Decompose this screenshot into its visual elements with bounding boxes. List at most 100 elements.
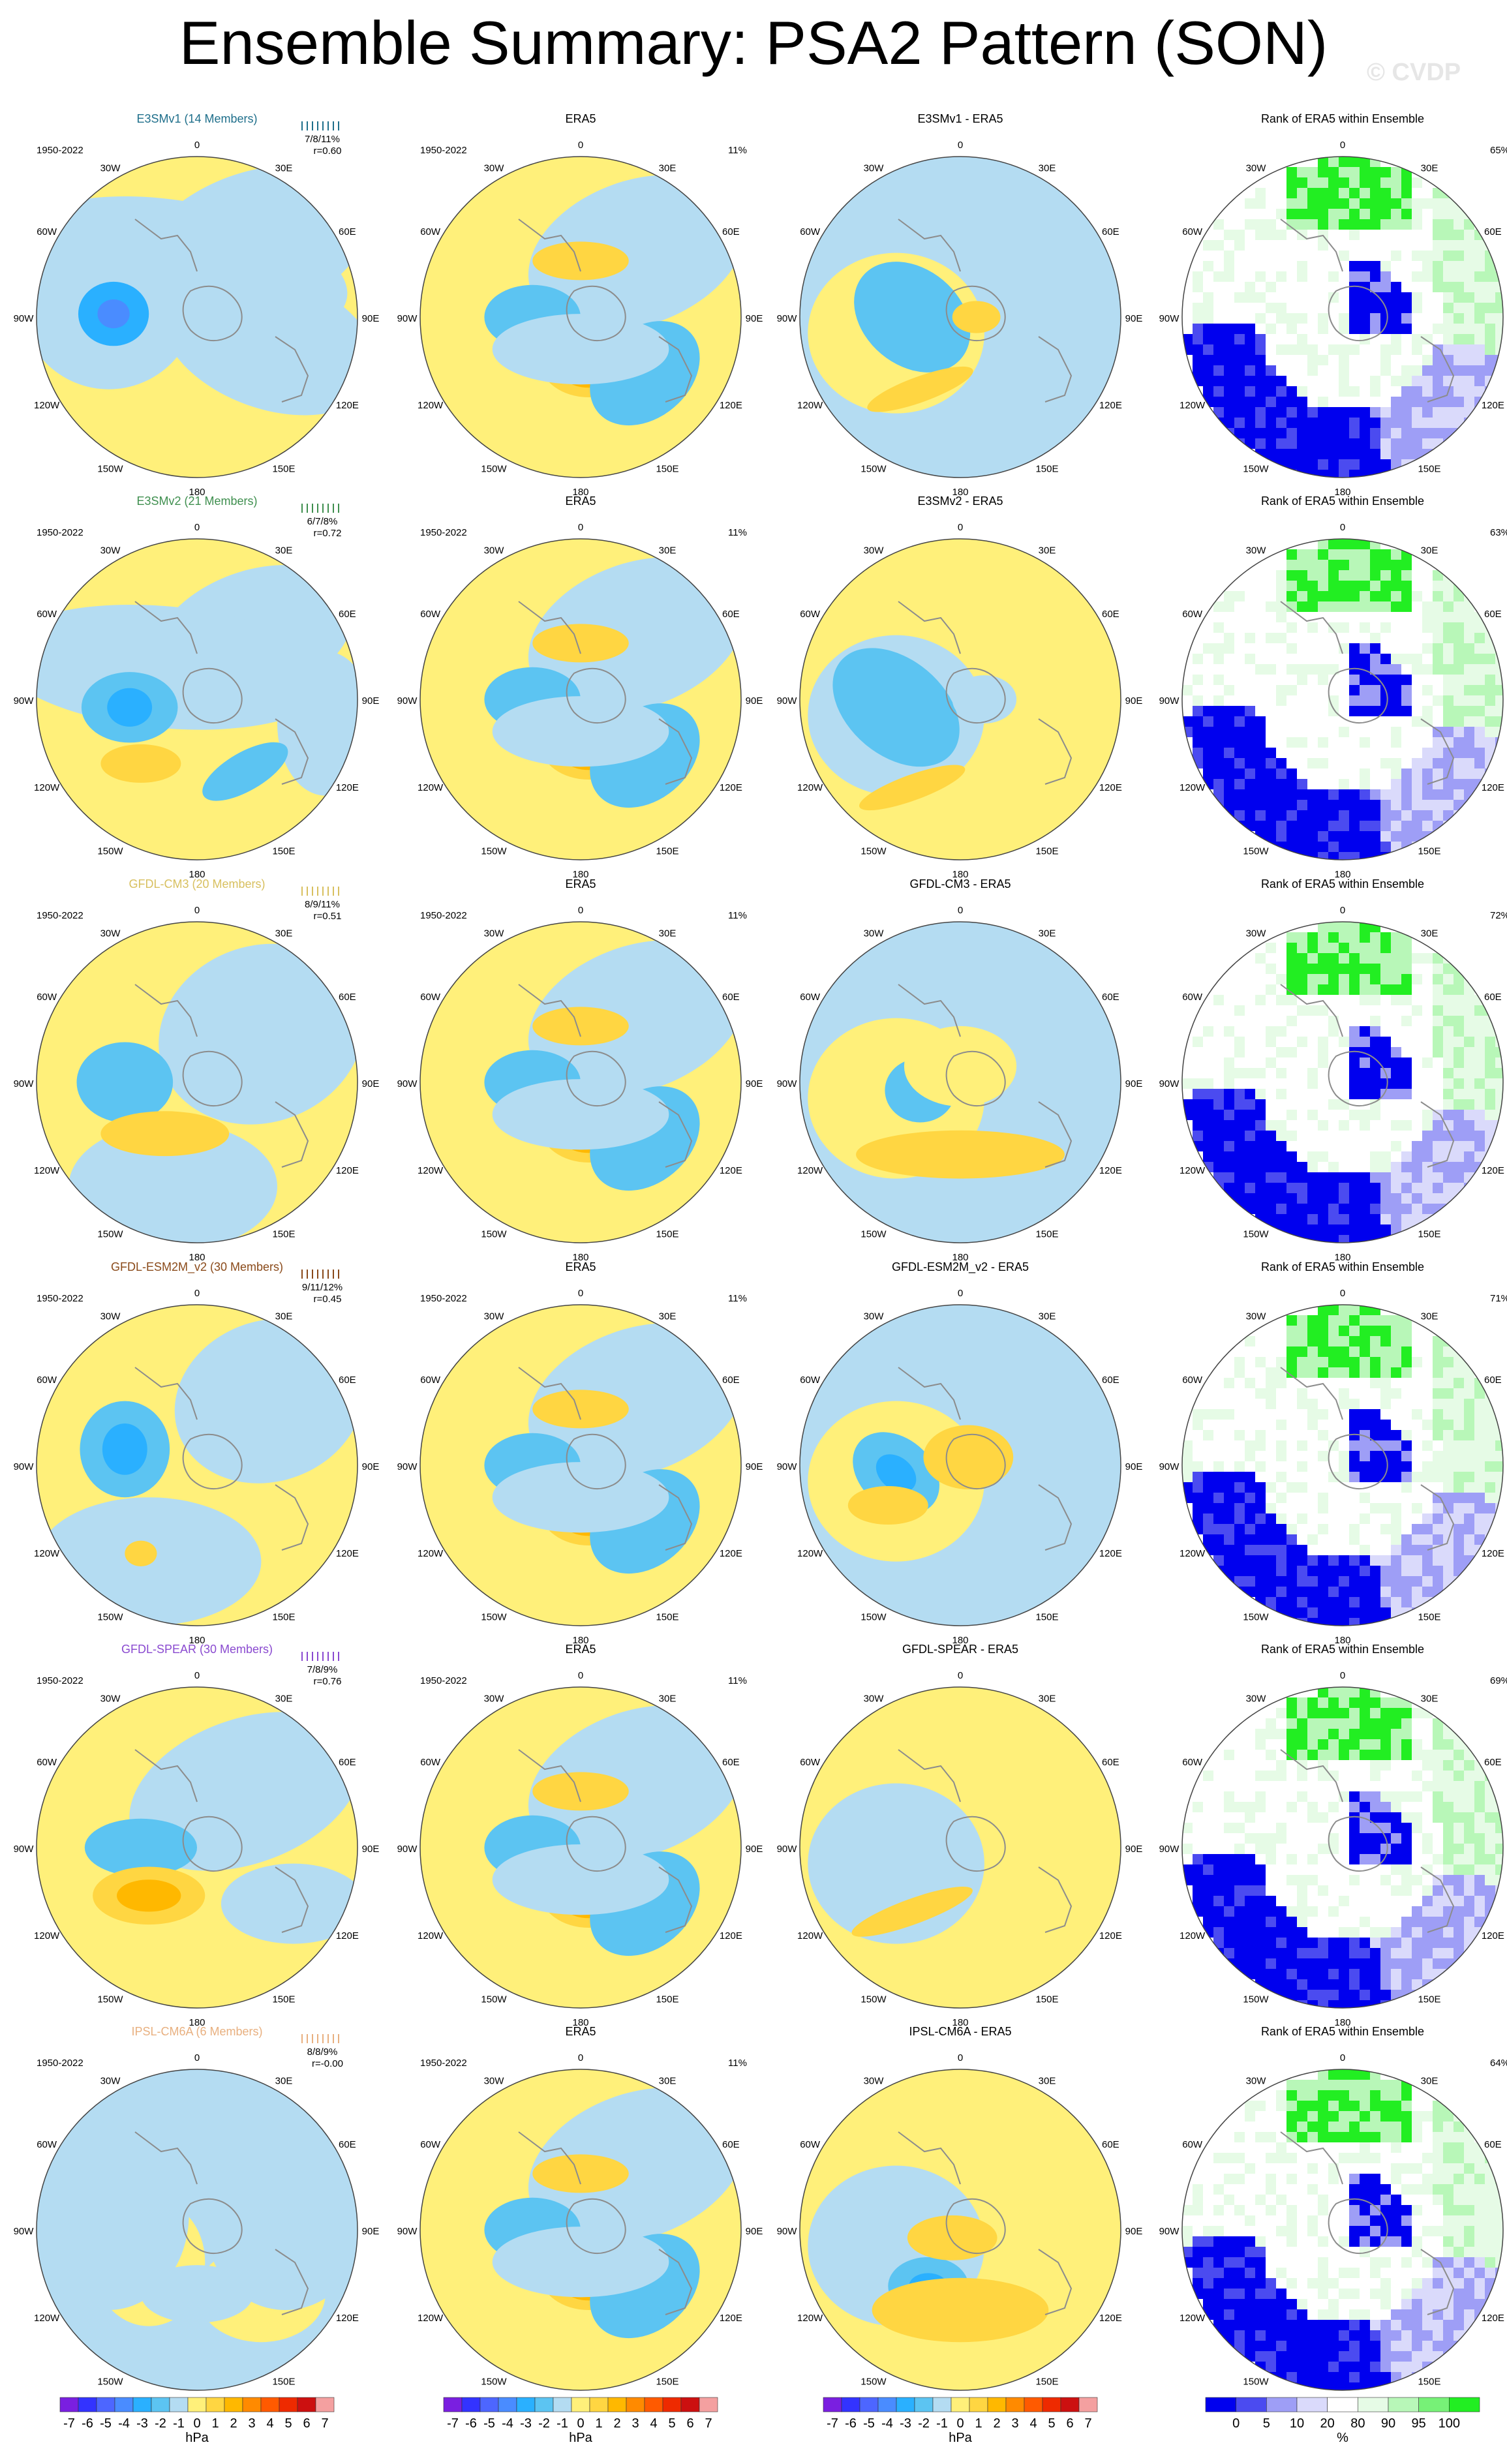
rank-cell (1485, 1110, 1495, 1120)
rank-cell (1307, 779, 1318, 789)
rank-cell (1391, 219, 1401, 230)
rank-cell (1276, 261, 1286, 271)
rank-cell (1328, 157, 1339, 167)
rank-cell (1464, 1833, 1474, 1844)
rank-cell (1307, 570, 1318, 581)
rank-cell (1297, 1326, 1307, 1336)
rank-cell (1485, 675, 1495, 685)
rank-cell (1318, 1099, 1328, 1110)
member-tick (312, 504, 313, 513)
rank-cell (1401, 1750, 1412, 1760)
rank-cell (1464, 1864, 1474, 1875)
rank-cell (1370, 1346, 1380, 1357)
rank-cell (1422, 1896, 1433, 1906)
map-fill (37, 539, 358, 860)
rank-cell (1193, 1864, 1203, 1875)
rank-cell (1318, 1315, 1328, 1326)
rank-cell (1349, 1607, 1360, 1618)
rank-cell (1422, 1958, 1433, 1969)
rank-cell (1339, 581, 1349, 591)
rank-cell (1391, 1482, 1401, 1493)
rank-cell (1495, 716, 1503, 727)
member-tick (333, 887, 334, 896)
rank-cell (1297, 1750, 1307, 1760)
rank-cell (1276, 1482, 1286, 1493)
rank-cell (1255, 261, 1266, 271)
rank-cell (1360, 1420, 1370, 1430)
rank-cell (1276, 1906, 1286, 1917)
longitude-label: 60W (420, 609, 441, 620)
rank-cell (1255, 1440, 1266, 1451)
rank-cell (1297, 1802, 1307, 1812)
rank-cell (1286, 2163, 1297, 2174)
rank-cell (1318, 2163, 1328, 2174)
rank-cell (1182, 1057, 1193, 1068)
rank-cell (1474, 1026, 1485, 1037)
rank-cell (1203, 2184, 1213, 2195)
rank-cell (1297, 748, 1307, 758)
longitude-label: 90W (1159, 313, 1180, 324)
rank-cell (1485, 324, 1495, 334)
australia-outline (658, 1866, 693, 1933)
rank-cell (1443, 2195, 1454, 2205)
rank-cell (1360, 706, 1370, 716)
rank-cell (1370, 1078, 1380, 1089)
rank-cell (1464, 2226, 1474, 2236)
rank-cell (1297, 601, 1307, 612)
longitude-label: 150W (97, 845, 123, 857)
rank-cell (1433, 198, 1443, 209)
rank-cell (1349, 1326, 1360, 1336)
rank-cell (1266, 1461, 1276, 1472)
rank-cell (1307, 365, 1318, 376)
rank-cell (1349, 716, 1360, 727)
rank-cell (1464, 386, 1474, 397)
australia-outline (1420, 718, 1455, 785)
rank-cell (1433, 1524, 1443, 1534)
map-panel: 030E60E90E120E150E180150W120W90W60W30WIP… (14, 2025, 380, 2411)
anomaly-contour (904, 1026, 1017, 1106)
south-america-outline (518, 2131, 581, 2185)
rank-cell (1286, 2184, 1297, 2195)
rank-cell (1401, 1739, 1412, 1750)
rank-cell (1454, 1750, 1464, 1760)
rank-cell (1464, 219, 1474, 230)
rank-cell (1307, 1771, 1318, 1781)
rank-cell (1318, 1430, 1328, 1440)
antarctica-outline (1328, 1050, 1388, 1107)
rank-cell (1360, 167, 1370, 177)
rank-cell (1433, 1172, 1443, 1183)
rank-cell (1266, 1367, 1276, 1378)
era5-title: ERA5 (565, 494, 596, 508)
rank-cell (1412, 706, 1422, 716)
period-label: 1950-2022 (37, 1293, 84, 1304)
rank-cell (1255, 2101, 1266, 2111)
rank-cell (1422, 251, 1433, 261)
rank-cell (1474, 1906, 1485, 1917)
rank-cell (1443, 282, 1454, 292)
rank-cell (1203, 292, 1213, 303)
rank-cell (1474, 2236, 1485, 2247)
rank-cell (1422, 737, 1433, 748)
rank-cell (1433, 1461, 1443, 1472)
rank-cell (1433, 1958, 1443, 1969)
rank-cell (1433, 1016, 1443, 1026)
rank-cell (1474, 2195, 1485, 2205)
rank-cell (1339, 2101, 1349, 2111)
member-tick (333, 504, 334, 513)
rank-cell (1433, 449, 1443, 459)
rank-cell (1318, 1162, 1328, 1172)
rank-cell (1412, 303, 1422, 313)
rank-cell (1339, 1906, 1349, 1917)
rank-cell (1255, 1141, 1266, 1151)
rank-cell (1391, 1120, 1401, 1131)
rank-cell (1234, 1513, 1245, 1524)
rank-cell (1412, 789, 1422, 800)
rank-cell (1224, 675, 1234, 685)
rank-cell (1286, 1057, 1297, 1068)
map-border (419, 1686, 742, 2009)
rank-cell (1266, 964, 1276, 974)
rank-cell (1286, 1357, 1297, 1367)
rank-cell (1454, 1399, 1464, 1409)
rank-cell (1422, 1524, 1433, 1534)
map-border (36, 1686, 358, 2009)
